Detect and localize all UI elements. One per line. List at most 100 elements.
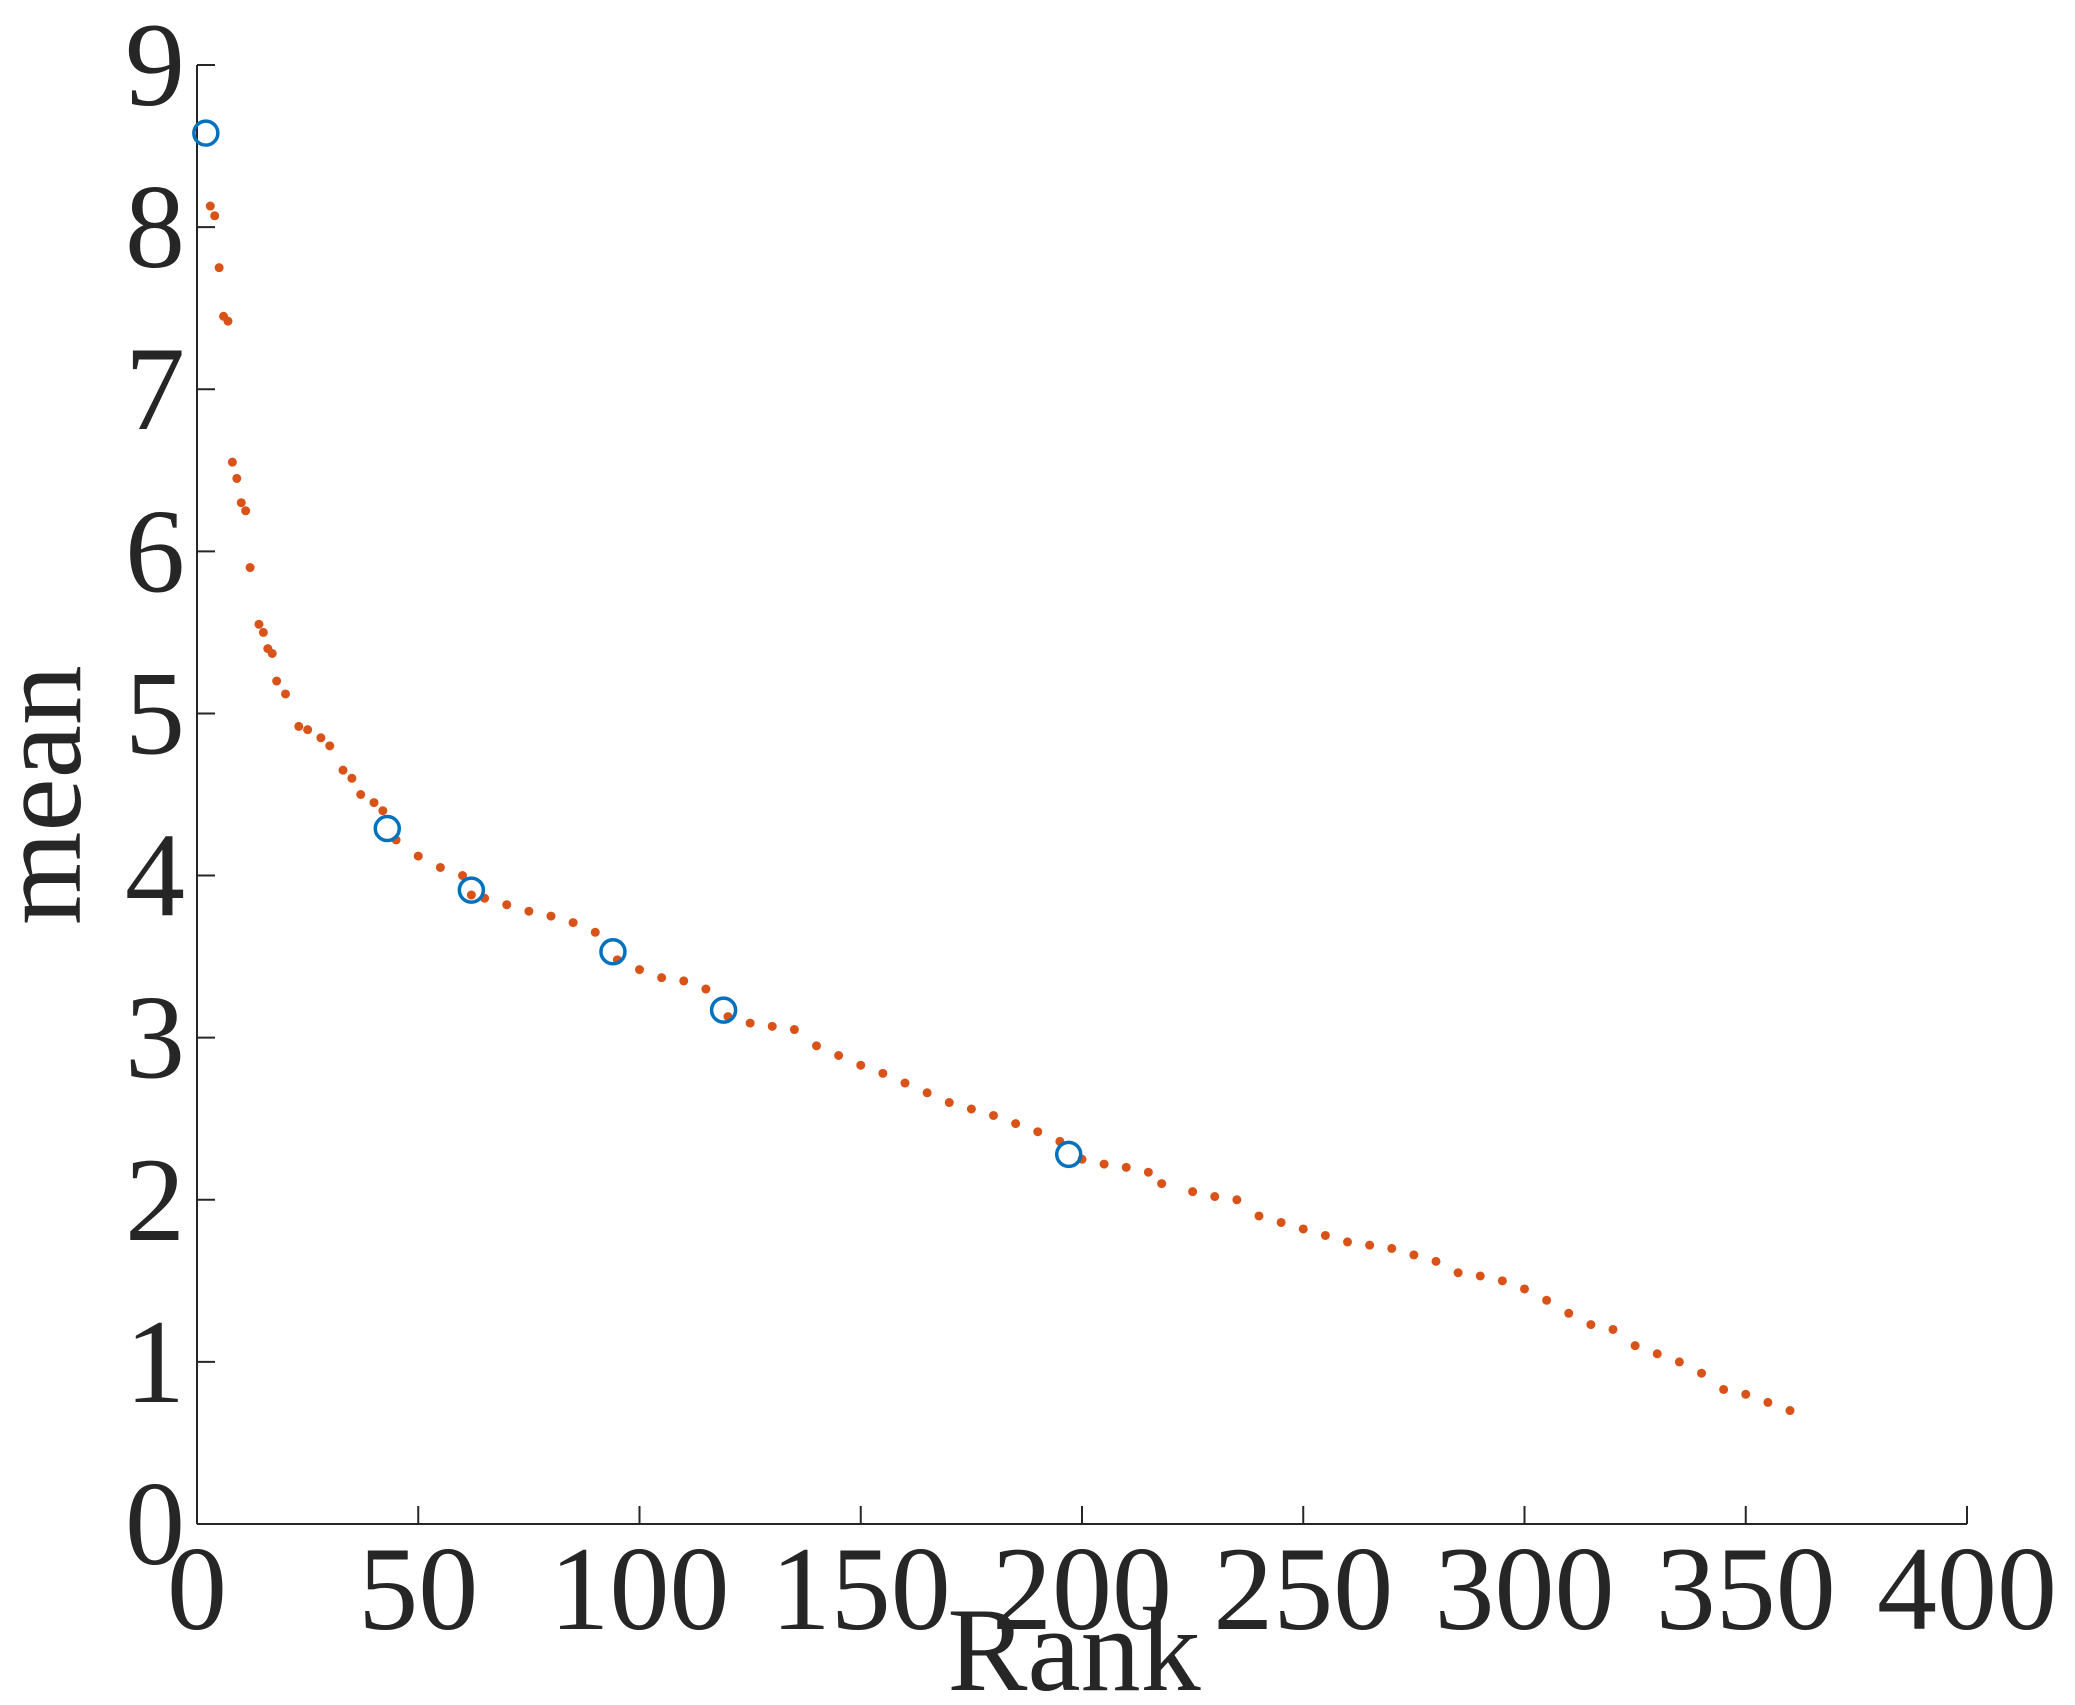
x-tick-label: 0 (167, 1522, 227, 1655)
highlight-point (373, 814, 402, 843)
point (1497, 1276, 1507, 1286)
point (789, 1025, 799, 1035)
y-tick-label: 4 (125, 809, 185, 942)
point (657, 973, 667, 983)
point (679, 976, 689, 986)
point (1033, 1127, 1043, 1137)
point (1652, 1349, 1662, 1359)
highlight-point (1054, 1140, 1083, 1169)
highlight-point (599, 937, 627, 966)
x-tick-label: 50 (358, 1522, 478, 1655)
point (1475, 1271, 1485, 1281)
point (214, 263, 224, 273)
point (1143, 1167, 1153, 1177)
point (281, 689, 290, 699)
point (1387, 1243, 1397, 1253)
point (267, 648, 277, 658)
point (466, 890, 476, 900)
point (1431, 1256, 1441, 1266)
x-tick-label: 150 (771, 1522, 951, 1655)
point (458, 871, 467, 881)
point (524, 906, 534, 916)
point (812, 1041, 821, 1051)
highlight-point (457, 876, 486, 904)
point (223, 316, 233, 326)
y-tick-label: 0 (125, 1457, 185, 1590)
point (347, 773, 357, 783)
point (1121, 1162, 1131, 1172)
point (856, 1060, 866, 1070)
point (413, 851, 423, 861)
point (1520, 1284, 1529, 1294)
point (701, 984, 711, 994)
y-tick-label: 5 (125, 646, 185, 779)
point (1276, 1217, 1286, 1227)
point (1453, 1268, 1463, 1278)
x-tick-label: 350 (1656, 1522, 1836, 1655)
point (767, 1021, 777, 1031)
point (1674, 1357, 1684, 1367)
point (1099, 1159, 1109, 1169)
point (254, 619, 264, 629)
point (205, 201, 215, 211)
point (590, 927, 600, 937)
point (241, 506, 251, 516)
point (1298, 1224, 1308, 1234)
point (1365, 1240, 1375, 1250)
point (1586, 1320, 1596, 1330)
y-tick-label: 3 (125, 971, 185, 1104)
point (1343, 1237, 1352, 1247)
x-tick-label: 200 (992, 1522, 1172, 1655)
x-tick-label: 300 (1435, 1522, 1615, 1655)
point (325, 741, 335, 751)
x-tick-label: 250 (1213, 1522, 1393, 1655)
point (1564, 1308, 1574, 1318)
point (369, 798, 379, 808)
point (546, 911, 556, 921)
point (1741, 1389, 1751, 1399)
point (568, 918, 578, 928)
highlight-point (709, 996, 738, 1024)
x-tick-label: 400 (1877, 1522, 2057, 1655)
point (878, 1068, 888, 1078)
point (435, 862, 445, 872)
point (1630, 1341, 1640, 1351)
point (316, 733, 326, 743)
y-tick-label: 9 (125, 0, 185, 131)
point (1697, 1368, 1706, 1378)
point (1320, 1230, 1330, 1240)
point (356, 790, 366, 799)
point (1210, 1192, 1220, 1202)
point (1542, 1295, 1552, 1305)
point (900, 1078, 910, 1088)
point (1409, 1250, 1419, 1260)
point (1608, 1324, 1618, 1334)
y-tick-label: 8 (125, 160, 185, 293)
highlight-point (192, 119, 220, 147)
point (1232, 1195, 1242, 1205)
point (1011, 1119, 1021, 1129)
point (1157, 1179, 1167, 1189)
point (1763, 1397, 1773, 1407)
y-tick-label: 1 (125, 1295, 185, 1428)
point (258, 627, 268, 637)
y-tick-label: 2 (125, 1133, 185, 1266)
point (989, 1110, 998, 1120)
point (635, 965, 644, 975)
point (922, 1088, 932, 1098)
y-axis-label: mean (0, 665, 106, 925)
point (338, 765, 348, 775)
point (303, 725, 313, 735)
point (1254, 1211, 1264, 1221)
point (745, 1018, 755, 1028)
x-tick-label: 100 (550, 1522, 730, 1655)
point (502, 900, 512, 910)
point (944, 1098, 954, 1108)
point (1188, 1187, 1198, 1197)
point (1785, 1406, 1795, 1416)
y-tick-label: 6 (125, 484, 185, 617)
y-tick-label: 7 (125, 322, 185, 455)
point (236, 498, 246, 508)
point (378, 806, 388, 816)
